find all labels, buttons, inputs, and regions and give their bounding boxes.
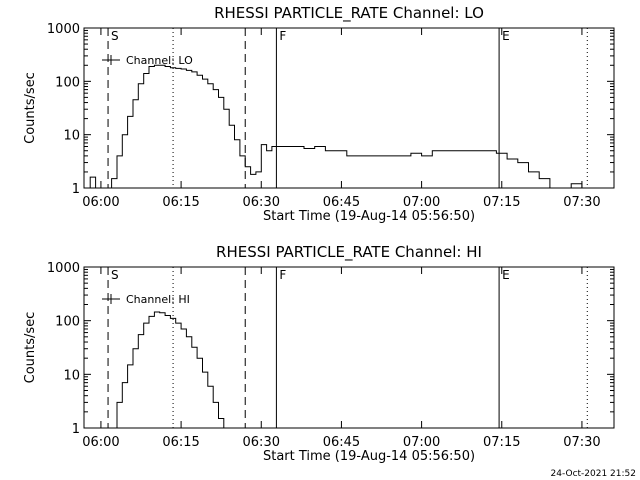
- p0-marker-label-F: F: [279, 29, 286, 43]
- p0-x-tick-label: 06:45: [323, 195, 360, 210]
- p0-marker-label-E: E: [502, 29, 510, 43]
- p0-y-tick-label: 1000: [47, 22, 80, 37]
- p1-legend-label: Channel: HI: [126, 293, 190, 306]
- p1-y-tick-label: 10: [63, 368, 80, 383]
- p1-x-tick-label: 07:00: [403, 435, 440, 450]
- p0-y-tick-label: 10: [63, 129, 80, 144]
- p1-x-tick-label: 06:45: [323, 435, 360, 450]
- timestamp: 24-Oct-2021 21:52: [551, 469, 636, 479]
- p1-x-axis-label: Start Time (19-Aug-14 05:56:50): [263, 449, 475, 464]
- p0-x-tick-label: 06:15: [162, 195, 199, 210]
- p1-plot-frame: [83, 266, 615, 429]
- p0-x-tick-label: 07:30: [563, 195, 600, 210]
- p1-marker-label-F: F: [279, 268, 286, 282]
- p1-x-tick-label: 06:00: [82, 435, 119, 450]
- p1-x-tick-label: 06:15: [162, 435, 199, 450]
- p1-marker-label-E: E: [502, 268, 510, 282]
- p0-y-axis-label: Counts/sec: [23, 72, 38, 144]
- p0-y-tick-label: 100: [55, 75, 80, 90]
- p1-x-tick-label: 07:15: [483, 435, 520, 450]
- p1-series-line-0: [111, 311, 225, 429]
- p0-x-tick-label: 07:00: [403, 195, 440, 210]
- panel-lo-channel: RHESSI PARTICLE_RATE Channel: LO 06:00 06:…: [23, 4, 615, 224]
- p0-legend-label: Channel: LO: [126, 54, 193, 67]
- p0-title: RHESSI PARTICLE_RATE Channel: LO: [214, 4, 484, 23]
- p0-x-tick-label: 06:30: [243, 195, 280, 210]
- p0-x-tick-label: 07:15: [483, 195, 520, 210]
- p1-y-tick-label: 1: [72, 422, 80, 437]
- p1-y-tick-label: 1000: [47, 261, 80, 276]
- panel-hi-channel: RHESSI PARTICLE_RATE Channel: HI 06:00 06:…: [23, 243, 615, 464]
- p1-y-axis-label: Counts/sec: [23, 312, 38, 384]
- p1-marker-label-S: S: [111, 268, 119, 282]
- p0-y-tick-label: 1: [72, 182, 80, 197]
- p0-x-axis-label: Start Time (19-Aug-14 05:56:50): [263, 209, 475, 224]
- p1-title: RHESSI PARTICLE_RATE Channel: HI: [216, 243, 482, 262]
- p0-series-line-0: [84, 64, 583, 189]
- p1-y-tick-label: 100: [55, 315, 80, 330]
- p1-x-tick-label: 07:30: [563, 435, 600, 450]
- p1-x-tick-label: 06:30: [243, 435, 280, 450]
- p0-plot-frame: [83, 27, 615, 189]
- p0-x-tick-label: 06:00: [82, 195, 119, 210]
- p0-marker-label-S: S: [111, 29, 119, 43]
